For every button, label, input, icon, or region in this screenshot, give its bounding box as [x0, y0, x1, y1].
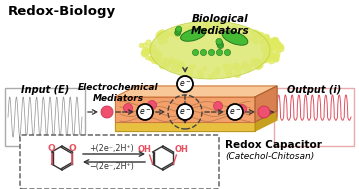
Circle shape: [176, 26, 182, 32]
Circle shape: [216, 38, 222, 45]
Circle shape: [177, 104, 193, 120]
Text: +(2e⁻,2H⁺): +(2e⁻,2H⁺): [90, 143, 134, 153]
Polygon shape: [115, 86, 277, 97]
Circle shape: [176, 27, 181, 33]
Text: $e^-$: $e^-$: [139, 107, 151, 117]
Circle shape: [227, 104, 243, 120]
Text: −(2e⁻,2H⁺): −(2e⁻,2H⁺): [89, 163, 134, 171]
Circle shape: [148, 101, 157, 109]
Circle shape: [137, 104, 153, 120]
Text: OH: OH: [174, 145, 188, 154]
Text: Redox Capacitor: Redox Capacitor: [225, 140, 322, 150]
Text: Input (E): Input (E): [21, 85, 69, 95]
Text: O: O: [69, 144, 76, 153]
Text: Redox-Biology: Redox-Biology: [8, 5, 116, 18]
Polygon shape: [255, 86, 277, 122]
Circle shape: [101, 106, 113, 118]
Circle shape: [175, 29, 181, 35]
Text: O: O: [48, 144, 56, 153]
Text: (Catechol-Chitosan): (Catechol-Chitosan): [225, 152, 314, 161]
Polygon shape: [115, 122, 255, 131]
Bar: [274, 88, 354, 146]
Circle shape: [177, 76, 193, 92]
Ellipse shape: [150, 21, 270, 79]
Ellipse shape: [222, 31, 248, 45]
Circle shape: [217, 42, 224, 49]
Circle shape: [238, 105, 247, 114]
Circle shape: [217, 41, 223, 47]
Circle shape: [123, 104, 132, 112]
Text: Electrochemical
Mediators: Electrochemical Mediators: [78, 83, 158, 103]
Circle shape: [181, 105, 190, 115]
Text: Output (i): Output (i): [287, 85, 341, 95]
Text: OH: OH: [137, 145, 151, 154]
Circle shape: [175, 30, 181, 36]
Text: Biological
Mediators: Biological Mediators: [191, 14, 249, 36]
Circle shape: [216, 40, 223, 46]
Circle shape: [258, 106, 270, 118]
Polygon shape: [255, 111, 277, 131]
Text: $e^-$: $e^-$: [229, 107, 241, 117]
Text: $e^-$: $e^-$: [179, 79, 191, 89]
Ellipse shape: [181, 29, 205, 41]
Text: $e^-$: $e^-$: [179, 107, 191, 117]
FancyBboxPatch shape: [20, 135, 219, 189]
Polygon shape: [115, 97, 255, 122]
Circle shape: [214, 101, 223, 111]
Bar: [5, 88, 85, 146]
